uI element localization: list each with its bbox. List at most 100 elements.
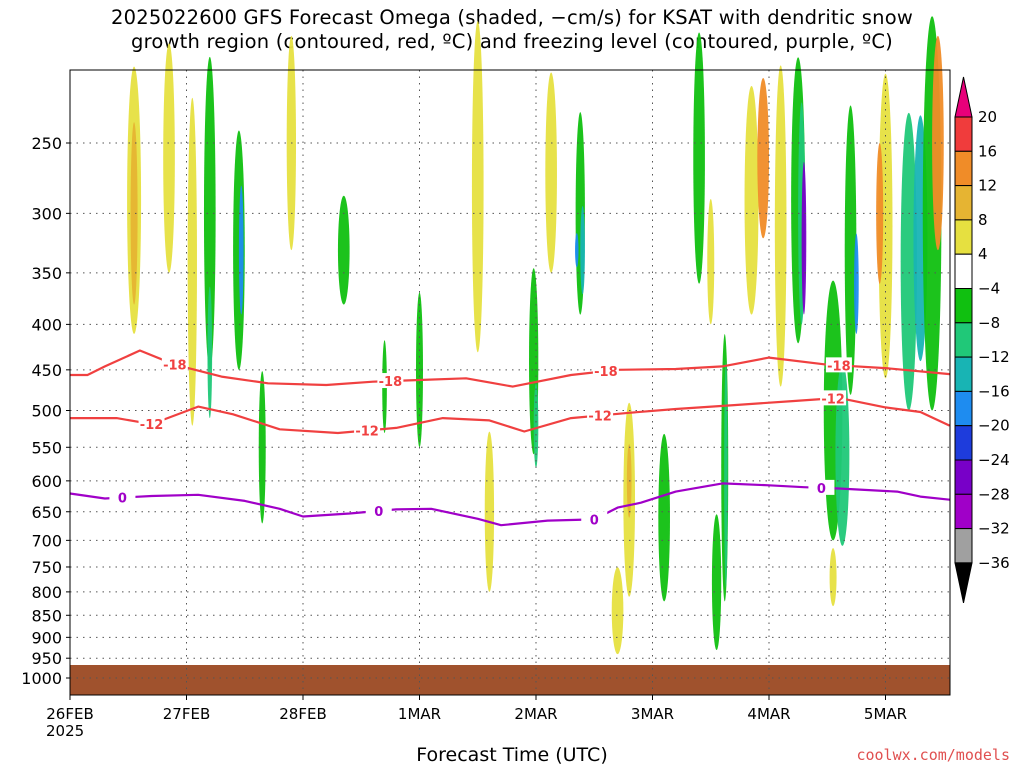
- omega-blob: [829, 548, 837, 607]
- omega-blob: [163, 43, 175, 273]
- x-tick-label: 28FEB: [279, 705, 326, 723]
- omega-blob: [533, 383, 539, 468]
- y-tick-label: 900: [31, 628, 62, 647]
- colorbar-swatch: [954, 219, 973, 255]
- chart-title-line2: growth region (contoured, red, ºC) and f…: [131, 30, 893, 53]
- x-tick-label: 1MAR: [398, 705, 441, 723]
- y-tick-label: 850: [31, 606, 62, 625]
- y-tick-label: 750: [31, 558, 62, 577]
- colorbar-label: −20: [978, 417, 1010, 435]
- contour-label: -18: [163, 359, 187, 374]
- contour-line: [70, 349, 950, 388]
- contour-label-bg: [377, 373, 404, 389]
- contour-line: [70, 396, 951, 435]
- time-axis: 26FEB 27FEB 28FEB 1MAR 2MAR 3MAR 4MAR 5MAR: [46, 695, 907, 723]
- colorbar-swatch: [954, 185, 973, 221]
- contour-label-bg: [161, 356, 188, 372]
- contour-label: -18: [594, 365, 618, 380]
- omega-blob: [575, 232, 579, 268]
- y-tick-label: 600: [31, 472, 62, 491]
- credit-link[interactable]: coolwx.com/models: [856, 746, 1010, 764]
- omega-blob: [876, 143, 884, 284]
- contour-label-bg: [825, 357, 852, 373]
- omega-blob: [207, 286, 213, 419]
- colorbar-label: 20: [978, 108, 997, 126]
- colorbar-label: −32: [978, 520, 1010, 538]
- y-tick-label: 650: [31, 503, 62, 522]
- contour-label: -18: [827, 359, 851, 374]
- x-tick-label: 2MAR: [514, 705, 557, 723]
- colorbar-swatch: [954, 150, 973, 187]
- y-tick-label: 500: [31, 402, 62, 421]
- x-axis-title: Forecast Time (UTC): [416, 744, 608, 766]
- ground-below-surface: [70, 665, 950, 695]
- contour-label: 0: [374, 505, 383, 520]
- contour-label-bg: [587, 407, 614, 423]
- colorbar-swatch: [954, 459, 973, 495]
- colorbar-label: −36: [978, 554, 1010, 572]
- y-tick-label: 800: [31, 583, 62, 602]
- omega-blob: [854, 233, 859, 334]
- contour-label: -12: [140, 418, 164, 433]
- colorbar-label: −24: [978, 451, 1010, 469]
- colorbar-swatch: [954, 322, 973, 358]
- omega-blob: [337, 195, 350, 305]
- contour-label: -18: [379, 375, 403, 390]
- omega-blob: [711, 514, 722, 650]
- omega-blob: [932, 35, 944, 251]
- omega-blob: [545, 72, 557, 273]
- contour-label-bg: [820, 390, 847, 406]
- colorbar-swatch: [954, 528, 973, 564]
- colorbar-bottom-arrow: [954, 562, 973, 604]
- omega-blob: [130, 122, 138, 305]
- omega-blob: [844, 105, 857, 395]
- plot-frame: [69, 69, 951, 696]
- omega-blob: [744, 85, 759, 315]
- temperature-contours: -18 -18 -18 -18 -12 -12 -12 -12 0 0 0 0: [69, 349, 951, 528]
- contour-label-bg: [109, 489, 136, 505]
- contour-label: -12: [588, 409, 612, 424]
- y-tick-label: 300: [31, 204, 62, 223]
- y-tick-label: 1000: [21, 669, 62, 688]
- x-year-label: 2025: [46, 722, 85, 740]
- y-tick-label: 250: [31, 134, 62, 153]
- y-tick-label: 350: [31, 264, 62, 283]
- omega-blob: [471, 21, 484, 353]
- colorbar-swatch: [954, 390, 973, 427]
- omega-blob: [611, 567, 624, 655]
- colorbar-swatch: [954, 425, 973, 461]
- colorbar-label: 4: [978, 245, 988, 263]
- contour-label-bg: [138, 416, 165, 432]
- omega-colorbar: 20 16 12 8 4 −4 −8 −12 −16 −20 −24 −28 −32 −36: [954, 76, 1010, 604]
- pressure-axis: 250 300 350 400 450 500 550 600 650 700 750 800 850 9…: [21, 134, 70, 688]
- y-tick-label: 400: [31, 315, 62, 334]
- omega-blob: [693, 32, 705, 284]
- contour-label: 0: [590, 513, 599, 528]
- x-tick-label: 4MAR: [747, 705, 790, 723]
- omega-blob: [774, 65, 787, 387]
- omega-blob: [580, 205, 585, 295]
- contour-label-bg: [581, 511, 608, 527]
- colorbar-label: 16: [978, 142, 997, 160]
- contour-label-bg: [365, 502, 392, 518]
- contour-label: -12: [355, 424, 379, 439]
- colorbar-swatch: [954, 493, 973, 530]
- omega-blob: [801, 161, 807, 315]
- colorbar-swatch: [954, 356, 973, 392]
- colorbar-top-arrow: [954, 76, 973, 118]
- omega-blob: [757, 78, 769, 239]
- omega-blob: [707, 198, 715, 325]
- chart-title-line1: 2025022600 GFS Forecast Omega (shaded, −…: [111, 6, 913, 29]
- y-tick-label: 450: [31, 361, 62, 380]
- omega-blob: [238, 185, 244, 315]
- colorbar-label: −16: [978, 382, 1010, 400]
- colorbar-label: −4: [978, 280, 1000, 298]
- y-tick-label: 700: [31, 531, 62, 550]
- omega-blob: [900, 112, 917, 411]
- contour-label: 0: [118, 492, 127, 507]
- x-tick-label: 3MAR: [631, 705, 674, 723]
- omega-shading: [127, 16, 944, 655]
- colorbar-label: 12: [978, 177, 997, 195]
- omega-blob: [658, 433, 670, 602]
